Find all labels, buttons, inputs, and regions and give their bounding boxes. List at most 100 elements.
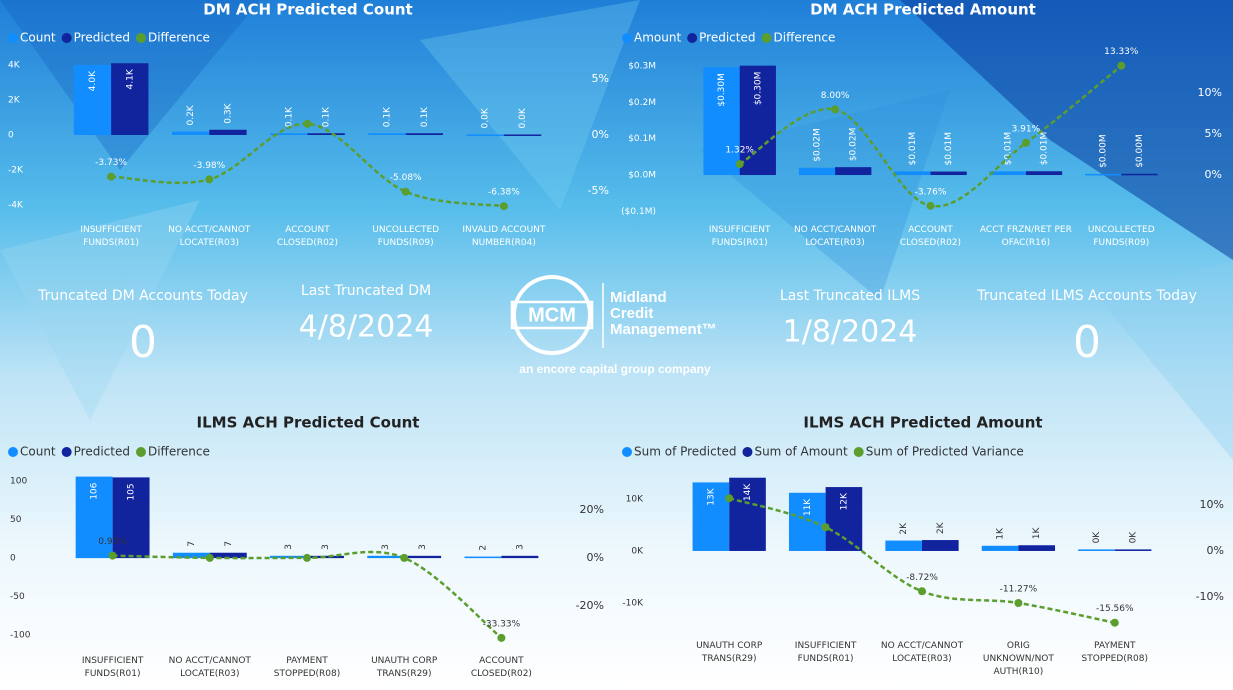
data-label: $0.00M [1099,134,1109,168]
legend-swatch [622,33,632,43]
y-tick-label: $0.0M [628,171,656,181]
legend-label: Difference [774,31,836,45]
bar [989,171,1026,176]
x-tick-label: INVALID ACCOUNT NUMBER(R04) [462,225,546,248]
x-tick-label: UNAUTH CORP TRANS(R29) [371,656,438,679]
legend-swatch [742,447,753,457]
data-label: 3 [381,544,391,550]
data-label: 4.0K [88,70,98,91]
bar [404,555,442,559]
line [111,122,505,208]
data-label: 13.33% [1104,47,1139,57]
x-tick-label-box: ACCOUNT CLOSED(R02) [471,656,532,679]
legend-swatch [622,447,632,457]
bar [1018,545,1056,551]
bar [692,482,730,551]
data-label: -3.98% [193,161,225,171]
data-label: $0.01M [944,132,954,166]
bar [1078,549,1115,551]
x-tick-label: ACCT FRZN/RET PER OFAC(R16) [979,225,1072,248]
data-label: 1K [1032,527,1042,540]
line-marker [831,105,840,114]
line-marker [401,187,410,196]
x-tick-label: NO ACCT/CANNOT LOCATE(R03) [793,225,877,248]
data-label: 2K [899,522,909,535]
bar [1025,171,1063,176]
y2-tick-label: 0% [592,128,609,141]
bar [788,492,826,551]
data-label: 0.1K [420,106,430,127]
bar [270,133,308,135]
y-tick-label: $0.1M [628,134,656,144]
legend-label: Predicted [699,31,755,45]
x-tick-label-box: INSUFFICIENT FUNDS(R01) [708,225,771,248]
legend-label: Difference [148,31,210,45]
bar [885,540,922,551]
legend-label: Difference [148,445,210,459]
bar [1121,173,1158,176]
data-label: 4.1K [125,68,135,89]
legend-label: Count [20,445,56,459]
y-tick-label: ($0.1M) [621,207,656,217]
y2-tick-label: 5% [1205,127,1222,140]
bar [835,167,872,176]
line-marker [108,551,117,560]
y2-tick-label: 0% [587,551,604,564]
data-label: $0.02M [812,128,822,162]
x-tick-label: INSUFFICIENT FUNDS(R01) [708,225,771,248]
x-tick-label: UNCOLLECTED FUNDS(R09) [1087,225,1155,248]
y-tick-label: 0K [631,546,644,556]
y-tick-label: $0.2M [628,98,656,108]
bar [270,555,307,559]
bar [171,131,210,135]
line-marker [499,202,508,211]
legend-swatch [761,33,772,43]
data-label: 0.1K [383,106,393,127]
y2-tick-label: -10% [1196,590,1224,603]
bar [111,63,149,135]
data-label: 0.0K [481,107,491,128]
bar [703,67,740,176]
x-tick-label: ORIG UNKNOWN/NOT AUTH(R10) [982,641,1054,677]
legend-swatch [687,33,698,43]
bar [73,65,112,135]
bar [825,487,863,551]
data-label: 0.1K [322,106,332,127]
bar [466,134,504,136]
legend-label: Sum of Amount [754,445,848,459]
x-tick-label-box: UNCOLLECTED FUNDS(R09) [1087,225,1155,248]
kpi-value: 0 [129,317,157,368]
x-tick-label-box: UNCOLLECTED FUNDS(R09) [372,225,439,248]
y-tick-label: 4K [8,61,21,71]
legend-swatch [853,447,864,457]
data-label: 3 [418,544,428,550]
legend-swatch [61,33,72,43]
x-tick-label: INSUFFICIENT FUNDS(R01) [794,641,857,664]
line-marker [926,201,935,210]
data-label: $0.01M [908,132,918,166]
x-tick-label: INSUFFICIENT FUNDS(R01) [81,656,144,679]
bar [1085,173,1122,176]
data-label: 0K [1092,531,1102,544]
y-tick-label: 10K [626,495,644,505]
x-tick-label: PAYMENT STOPPED(R08) [1081,641,1149,664]
line-marker [1021,138,1030,147]
y-tick-label: 0 [10,554,16,564]
bar [922,540,959,551]
data-label: 2 [478,545,488,551]
data-label: -8.72% [906,573,938,583]
logo-ring [512,275,592,355]
kpi-value: 0 [1073,317,1101,368]
bar [172,552,210,559]
data-label: 105 [127,483,137,500]
y2-tick-label: -20% [576,599,604,612]
bar [307,133,345,135]
legend-label: Count [20,31,56,45]
y2-tick-label: 20% [580,503,604,516]
x-tick-label-box: UNAUTH CORP TRANS(R29) [371,656,438,679]
bar [367,555,405,559]
data-label: -5.08% [390,173,422,183]
bar [503,134,542,136]
data-label: -3.73% [95,158,127,168]
data-label: 13K [706,487,716,505]
